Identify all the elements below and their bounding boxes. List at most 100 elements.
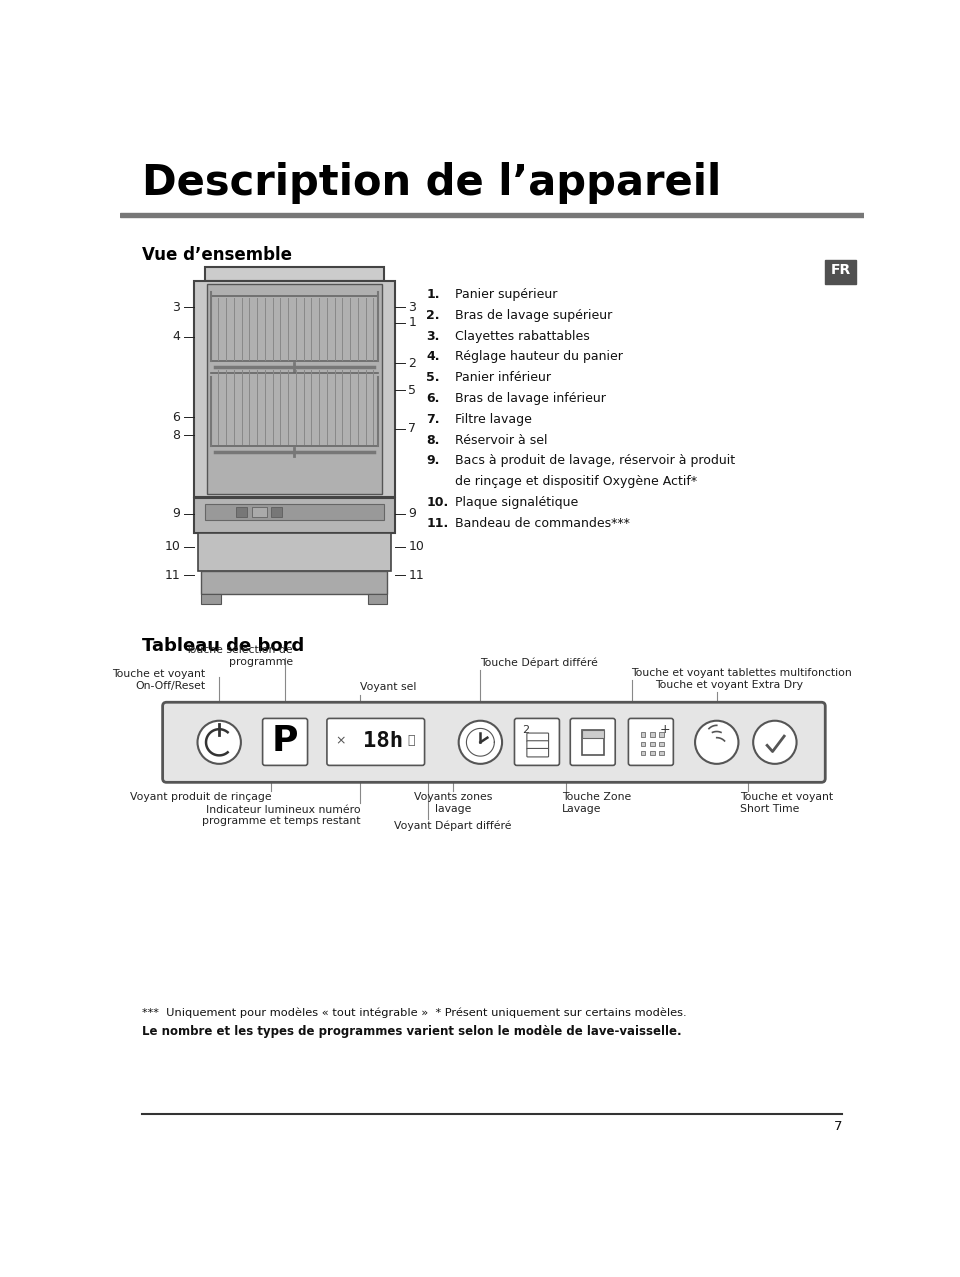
Text: Bandeau de commandes***: Bandeau de commandes***: [455, 517, 630, 530]
Text: 6.: 6.: [426, 392, 440, 405]
Text: de rinçage et dispositif Oxygène Actif*: de rinçage et dispositif Oxygène Actif*: [455, 475, 697, 488]
Text: Réglage hauteur du panier: Réglage hauteur du panier: [455, 350, 623, 364]
Text: 10.: 10.: [426, 495, 448, 510]
Bar: [194, 498, 396, 533]
Text: 11: 11: [165, 568, 180, 582]
Bar: [582, 730, 604, 738]
Text: Le nombre et les types de programmes varient selon le modèle de lave-vaisselle.: Le nombre et les types de programmes var…: [142, 1025, 682, 1038]
Text: 3.: 3.: [426, 329, 440, 342]
Text: Plaque signalétique: Plaque signalétique: [455, 495, 578, 510]
Text: 9: 9: [408, 507, 417, 520]
Text: ***  Uniquement pour modèles « tout intégrable »  * Présent uniquement sur certa: *** Uniquement pour modèles « tout intég…: [142, 1008, 686, 1019]
Bar: [206, 285, 382, 494]
Text: Voyant sel: Voyant sel: [360, 682, 417, 692]
Text: Touche Départ différé: Touche Départ différé: [480, 658, 598, 668]
Text: 5: 5: [408, 384, 417, 397]
Text: 10: 10: [408, 540, 424, 553]
Text: 3: 3: [173, 301, 180, 314]
Text: 11: 11: [408, 568, 424, 582]
Text: 4.: 4.: [426, 350, 440, 364]
FancyBboxPatch shape: [629, 719, 673, 765]
Bar: [205, 267, 383, 281]
Bar: [271, 507, 282, 517]
FancyBboxPatch shape: [327, 719, 424, 765]
Bar: [660, 742, 664, 746]
Bar: [198, 533, 392, 571]
Bar: [194, 281, 396, 497]
Text: P: P: [272, 724, 299, 757]
Bar: [202, 595, 221, 604]
Text: Panier supérieur: Panier supérieur: [455, 289, 557, 301]
Bar: [650, 751, 655, 756]
Text: 2: 2: [522, 725, 529, 736]
Text: Description de l’appareil: Description de l’appareil: [142, 162, 721, 204]
Bar: [202, 571, 388, 595]
Bar: [660, 732, 664, 737]
Bar: [826, 259, 856, 285]
Text: FR: FR: [830, 263, 851, 277]
FancyBboxPatch shape: [570, 719, 615, 765]
Text: Voyant produit de rinçage: Voyant produit de rinçage: [130, 792, 271, 802]
Text: 5.: 5.: [426, 372, 440, 384]
Text: 6: 6: [173, 411, 180, 424]
Bar: [650, 742, 655, 746]
Text: Clayettes rabattables: Clayettes rabattables: [455, 329, 589, 342]
FancyBboxPatch shape: [162, 702, 826, 783]
FancyBboxPatch shape: [527, 733, 548, 742]
Bar: [641, 732, 645, 737]
Bar: [120, 213, 864, 217]
Text: 7.: 7.: [426, 412, 440, 425]
Text: 7: 7: [834, 1120, 842, 1134]
Bar: [368, 595, 388, 604]
FancyBboxPatch shape: [527, 748, 548, 757]
FancyBboxPatch shape: [263, 719, 307, 765]
Bar: [205, 504, 383, 520]
Circle shape: [198, 720, 241, 764]
Text: 18h: 18h: [364, 730, 403, 751]
Text: 1: 1: [408, 317, 417, 329]
Text: 2.: 2.: [426, 309, 440, 322]
Circle shape: [754, 720, 797, 764]
FancyBboxPatch shape: [527, 741, 548, 750]
Text: Touche et voyant
Short Time: Touche et voyant Short Time: [740, 792, 833, 813]
Text: Indicateur lumineux numéro
programme et temps restant: Indicateur lumineux numéro programme et …: [202, 805, 360, 826]
Text: 11.: 11.: [426, 517, 448, 530]
Text: Bras de lavage supérieur: Bras de lavage supérieur: [455, 309, 612, 322]
Text: 8: 8: [173, 429, 180, 442]
Text: Touche et voyant tablettes multifonction: Touche et voyant tablettes multifonction: [632, 668, 852, 678]
Circle shape: [695, 720, 738, 764]
Bar: [660, 751, 664, 756]
Text: Tableau de bord: Tableau de bord: [142, 637, 304, 655]
Text: Filtre lavage: Filtre lavage: [455, 412, 532, 425]
Text: Touche et voyant
On-Off/Reset: Touche et voyant On-Off/Reset: [112, 669, 205, 691]
FancyBboxPatch shape: [515, 719, 560, 765]
Text: Panier inférieur: Panier inférieur: [455, 372, 551, 384]
Text: 3: 3: [408, 301, 417, 314]
Circle shape: [459, 720, 502, 764]
Text: 9: 9: [173, 507, 180, 520]
Text: Touche sélection de
programme: Touche sélection de programme: [185, 645, 293, 667]
Text: 1.: 1.: [426, 289, 440, 301]
Text: 7: 7: [408, 423, 417, 435]
Text: Vue d’ensemble: Vue d’ensemble: [142, 245, 292, 263]
Text: +: +: [660, 724, 670, 737]
Text: ×: ×: [336, 734, 347, 747]
Bar: [252, 507, 267, 517]
Text: Réservoir à sel: Réservoir à sel: [455, 433, 547, 447]
Bar: [641, 742, 645, 746]
Bar: [236, 507, 247, 517]
Text: Touche Zone
Lavage: Touche Zone Lavage: [562, 792, 631, 813]
Text: 8.: 8.: [426, 433, 440, 447]
Bar: [641, 751, 645, 756]
Text: Bacs à produit de lavage, réservoir à produit: Bacs à produit de lavage, réservoir à pr…: [455, 455, 735, 467]
Text: Bras de lavage inférieur: Bras de lavage inférieur: [455, 392, 606, 405]
Text: 2: 2: [408, 358, 417, 370]
Bar: [650, 732, 655, 737]
Text: 10: 10: [164, 540, 180, 553]
Bar: [582, 730, 604, 755]
Text: Touche et voyant Extra Dry: Touche et voyant Extra Dry: [655, 679, 803, 690]
Text: Voyant Départ différé: Voyant Départ différé: [395, 820, 512, 830]
Text: Voyants zones
lavage: Voyants zones lavage: [414, 792, 492, 813]
Text: 9.: 9.: [426, 455, 440, 467]
Text: ⌛: ⌛: [407, 734, 415, 747]
